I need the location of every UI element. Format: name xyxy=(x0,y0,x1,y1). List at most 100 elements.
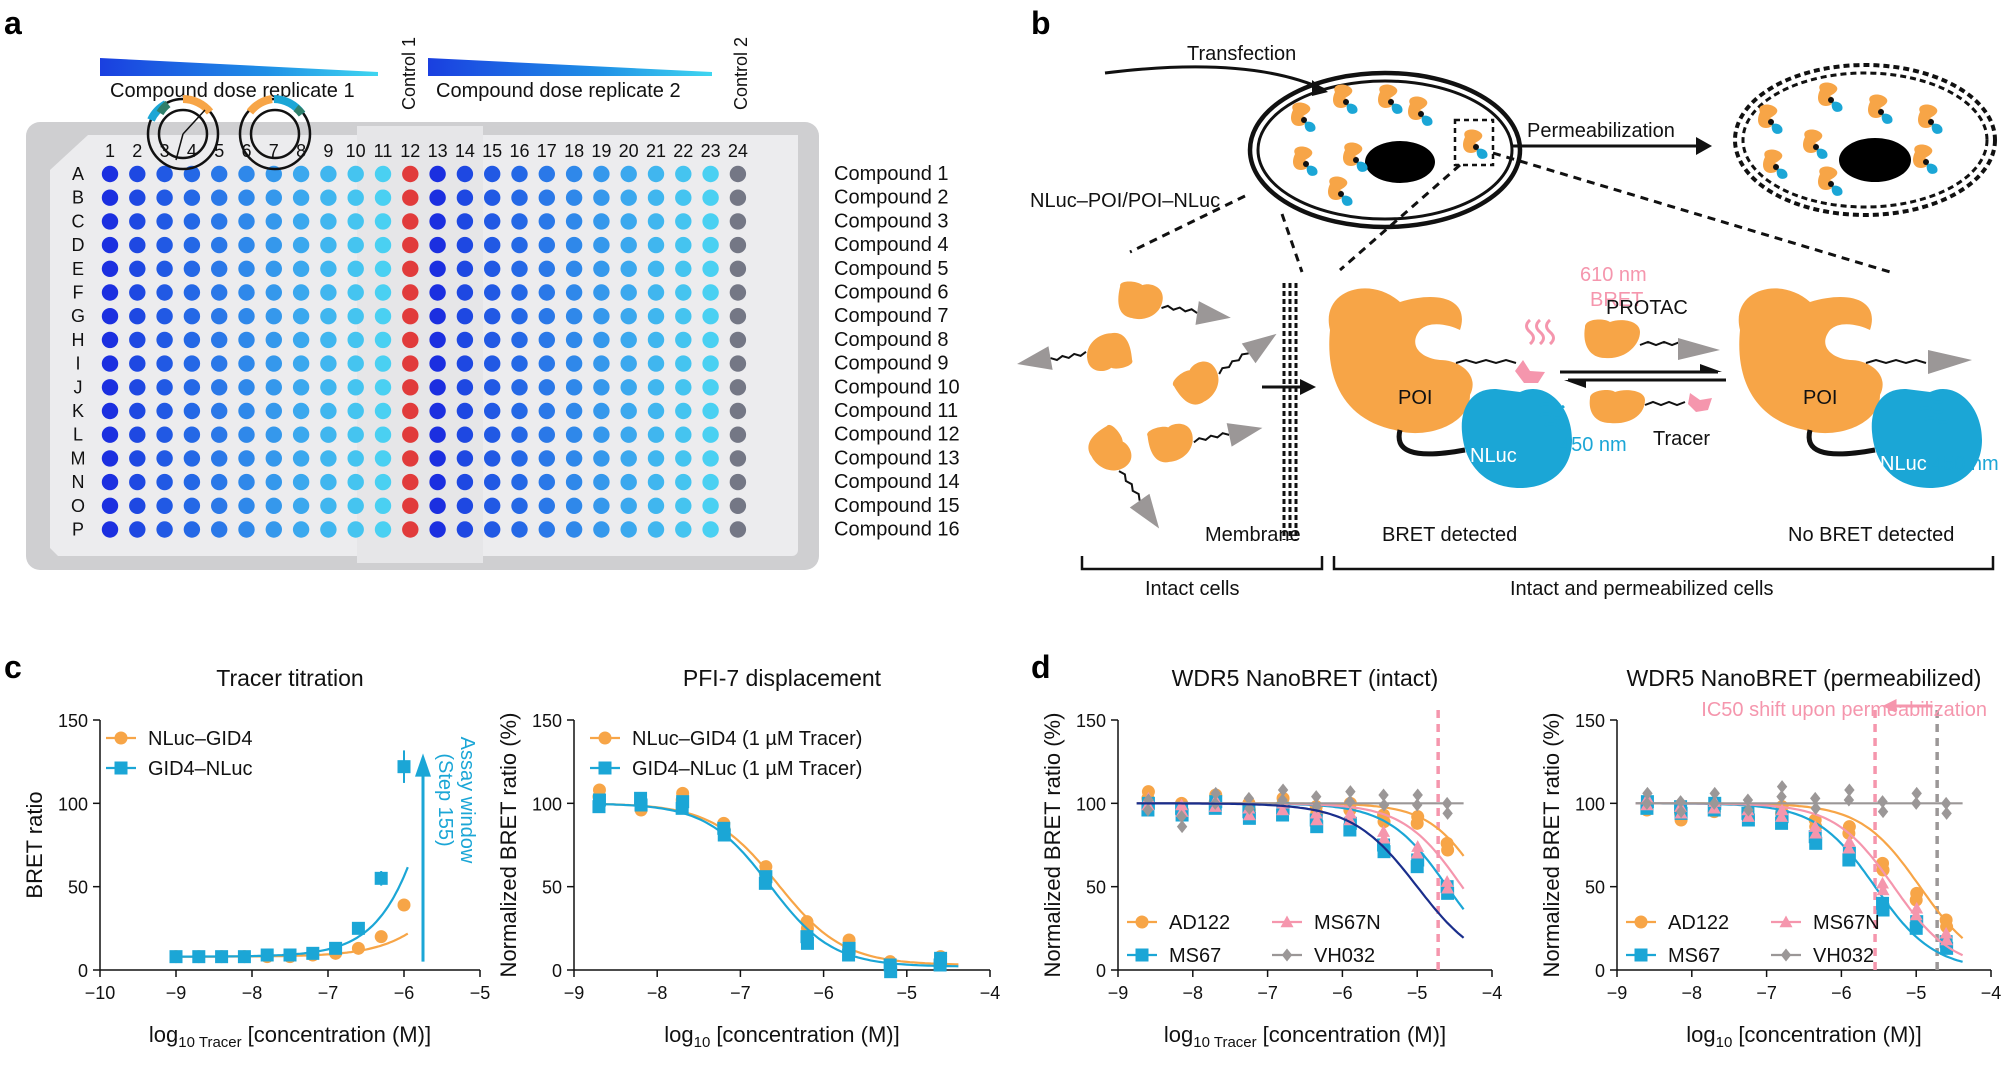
data-point xyxy=(1742,793,1754,807)
data-point xyxy=(1176,810,1187,824)
plate-well xyxy=(729,355,747,372)
plate-well xyxy=(402,284,419,301)
data-point xyxy=(598,761,612,775)
plate-well xyxy=(456,260,474,277)
plate-well xyxy=(183,497,201,514)
equilibrium-arrows xyxy=(1560,364,1726,388)
panel-label-a: a xyxy=(4,5,22,41)
ic50-shift-arrowhead xyxy=(1882,699,1897,713)
plate-well xyxy=(593,473,610,491)
plate-well xyxy=(211,355,228,372)
plate-well xyxy=(565,402,583,420)
linker-dot xyxy=(1473,144,1479,150)
linker-dot xyxy=(1303,161,1309,167)
plate-well xyxy=(620,402,637,420)
linker-dot xyxy=(1353,157,1359,163)
data-point xyxy=(1877,805,1889,819)
plate-well xyxy=(729,165,747,183)
plate-well xyxy=(292,450,310,467)
plate-row-label: D xyxy=(72,235,85,255)
plate-column-label: 13 xyxy=(428,141,448,161)
plate-well xyxy=(565,426,583,443)
plate-well xyxy=(374,355,392,372)
x-tick-label: −8 xyxy=(242,983,263,1003)
plate-well xyxy=(156,497,173,514)
plate-well xyxy=(565,331,583,349)
x-tick-label: −4 xyxy=(980,983,1001,1003)
plate-column-label: 4 xyxy=(187,141,197,161)
plate-row-label: F xyxy=(73,283,84,303)
plate-well xyxy=(702,260,719,277)
plate-well xyxy=(620,189,637,206)
plate-well xyxy=(565,473,583,491)
plate-well xyxy=(265,260,282,277)
panel-label-c: c xyxy=(4,649,22,685)
x-tick-label: −7 xyxy=(1756,983,1777,1003)
plate-well xyxy=(156,450,173,467)
nluc-shape xyxy=(1306,165,1318,176)
tracer-free xyxy=(1589,390,1712,424)
plate-well xyxy=(374,213,392,230)
plate-column-label: 23 xyxy=(701,141,721,161)
legend-label: MS67N xyxy=(1813,912,1880,934)
plate-well xyxy=(347,450,364,467)
plate-well xyxy=(129,426,146,443)
plate-well xyxy=(565,450,583,467)
data-point xyxy=(759,870,773,884)
plate-well xyxy=(484,521,501,538)
plate-well xyxy=(456,426,474,443)
plate-well xyxy=(402,165,419,183)
plate-well xyxy=(538,402,555,420)
protac-molecule xyxy=(1172,333,1277,405)
plate-well xyxy=(511,331,528,349)
plate-well xyxy=(484,450,501,467)
plate-well xyxy=(156,426,173,443)
plate-well xyxy=(647,402,665,420)
plate-well xyxy=(675,284,692,301)
plate-well xyxy=(265,497,282,514)
plate-well xyxy=(265,355,282,372)
data-point xyxy=(374,930,388,944)
protac-label: PROTAC xyxy=(1606,297,1688,319)
plate-well xyxy=(129,402,146,420)
data-point xyxy=(1808,820,1822,832)
plate-well xyxy=(456,165,474,183)
plate-well xyxy=(129,450,146,467)
x-axis-label: log10 Tracer [concentration (M)] xyxy=(1164,1022,1446,1051)
plate-well xyxy=(593,236,610,254)
chart-wdr5_intact: WDR5 NanoBRET (intact) 0 50 100 150 −9 −8 −7 −6 −… xyxy=(1040,665,1502,1051)
plate-well xyxy=(156,308,173,325)
plate-well xyxy=(729,236,747,254)
plate-well xyxy=(429,426,446,443)
plate-well xyxy=(320,213,337,230)
plate-well xyxy=(511,497,528,514)
compound-label: Compound 6 xyxy=(834,282,949,304)
plate-wells xyxy=(101,165,747,538)
plate-well xyxy=(129,236,146,254)
poi-label-1: POI xyxy=(1398,387,1432,409)
plate-well xyxy=(347,497,364,514)
intact-cell-proteins xyxy=(1291,84,1488,206)
plate-well xyxy=(347,189,364,206)
entry-arrowhead xyxy=(1300,379,1316,395)
plate-well xyxy=(429,165,446,183)
plate-well xyxy=(402,236,419,254)
y-tick-label: 150 xyxy=(532,711,562,731)
plate-well xyxy=(511,379,528,396)
plate-well xyxy=(729,379,747,396)
plate-well xyxy=(347,284,364,301)
plate-well xyxy=(675,426,692,443)
plate-well xyxy=(101,473,119,491)
plate-well xyxy=(511,213,528,230)
plate-well xyxy=(484,426,501,443)
plate-well xyxy=(675,308,692,325)
chart-title: WDR5 NanoBRET (permeabilized) xyxy=(1627,665,1982,691)
nluc-shape xyxy=(1926,163,1938,174)
plate-well xyxy=(593,355,610,372)
nluc-shape xyxy=(1771,123,1783,134)
plate-well xyxy=(183,284,201,301)
data-point xyxy=(1877,795,1888,809)
plate-well xyxy=(593,379,610,396)
